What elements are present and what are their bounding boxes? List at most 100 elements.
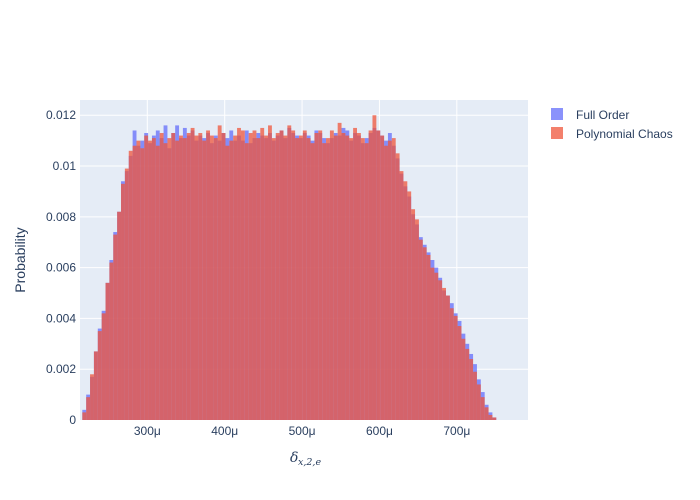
histogram-bar bbox=[159, 133, 164, 420]
legend-swatch-polynomial-chaos bbox=[551, 127, 563, 139]
histogram-bar bbox=[190, 127, 195, 420]
histogram-bar bbox=[175, 140, 180, 420]
histogram-bar bbox=[132, 145, 137, 420]
histogram-bar bbox=[198, 133, 203, 420]
histogram-bar bbox=[86, 397, 91, 420]
legend-label-full-order: Full Order bbox=[576, 108, 629, 122]
histogram-bar bbox=[136, 140, 141, 420]
histogram-bar bbox=[461, 338, 466, 420]
histogram-bar bbox=[457, 326, 462, 420]
histogram-bar bbox=[469, 359, 474, 420]
histogram-bar bbox=[233, 135, 238, 421]
histogram-bar bbox=[140, 148, 145, 420]
histogram-bar bbox=[473, 371, 477, 420]
histogram-bar bbox=[353, 127, 358, 420]
series-polynomial-chaos bbox=[82, 115, 497, 421]
histogram-bars bbox=[82, 115, 497, 421]
histogram-bar bbox=[144, 135, 149, 421]
y-tick-label: 0.01 bbox=[53, 159, 77, 173]
y-tick-label: 0.004 bbox=[46, 311, 76, 325]
y-tick-label: 0 bbox=[69, 413, 76, 427]
histogram-bar bbox=[101, 313, 106, 420]
histogram-bar bbox=[480, 397, 485, 420]
x-tick-label: 400μ bbox=[211, 424, 238, 438]
histogram-bar bbox=[291, 130, 296, 420]
histogram-bar bbox=[403, 181, 408, 420]
histogram-bar bbox=[442, 287, 446, 420]
histogram-bar bbox=[186, 133, 191, 420]
histogram-bar bbox=[488, 414, 493, 420]
histogram-bar bbox=[376, 130, 381, 420]
histogram-bar bbox=[128, 150, 133, 421]
y-tick-label: 0.002 bbox=[46, 362, 76, 376]
histogram-bar bbox=[213, 138, 218, 420]
y-axis-title: Probability bbox=[12, 227, 28, 292]
y-tick-label: 0.006 bbox=[46, 261, 76, 275]
histogram-bar bbox=[268, 125, 272, 421]
histogram-bar bbox=[121, 183, 125, 420]
histogram-bar bbox=[438, 280, 443, 420]
legend-label-polynomial-chaos: Polynomial Chaos bbox=[576, 127, 673, 141]
histogram-bar bbox=[422, 247, 427, 420]
histogram-bar bbox=[310, 143, 315, 420]
x-tick-label: 700μ bbox=[443, 424, 470, 438]
histogram-bar bbox=[484, 407, 489, 420]
histogram-bar bbox=[252, 130, 257, 420]
histogram-bar bbox=[329, 130, 334, 420]
histogram-bar bbox=[298, 135, 303, 421]
histogram-bar bbox=[163, 143, 168, 420]
histogram-bar bbox=[322, 143, 327, 420]
x-axis-ticks: 300μ 400μ 500μ 600μ 700μ bbox=[134, 424, 471, 438]
histogram-bar bbox=[287, 125, 292, 421]
histogram-bar bbox=[237, 127, 241, 420]
legend-item-full-order[interactable]: Full Order bbox=[551, 108, 629, 122]
legend-item-polynomial-chaos[interactable]: Polynomial Chaos bbox=[551, 127, 673, 141]
histogram-bar bbox=[387, 140, 392, 420]
histogram-bar bbox=[179, 135, 183, 421]
x-axis-title: δ x,2,e bbox=[290, 450, 321, 468]
histogram-bar bbox=[492, 417, 497, 420]
histogram-bar bbox=[221, 133, 226, 420]
histogram-bar bbox=[229, 140, 234, 420]
histogram-bar bbox=[380, 135, 385, 421]
histogram-bar bbox=[271, 138, 276, 420]
histogram-bar bbox=[209, 135, 214, 421]
histogram-bar bbox=[283, 135, 288, 421]
histogram-bar bbox=[453, 315, 458, 420]
svg-text:x,2,e: x,2,e bbox=[298, 457, 321, 468]
histogram-bar bbox=[415, 219, 419, 420]
histogram-bar bbox=[124, 168, 129, 420]
histogram-bar bbox=[411, 209, 416, 420]
histogram-bar bbox=[314, 133, 319, 420]
histogram-bar bbox=[97, 331, 102, 420]
histogram-bar bbox=[465, 348, 470, 420]
histogram-bar bbox=[326, 138, 330, 420]
histogram-bar bbox=[155, 145, 160, 420]
histogram-bar bbox=[445, 295, 450, 420]
histogram-bar bbox=[449, 308, 454, 420]
histogram-bar bbox=[82, 412, 87, 420]
histogram-bar bbox=[364, 143, 369, 420]
histogram-bar bbox=[476, 384, 481, 420]
histogram-bar bbox=[90, 374, 94, 420]
histogram-bar bbox=[182, 138, 187, 420]
legend[interactable]: Full Order Polynomial Chaos bbox=[551, 108, 673, 141]
histogram-bar bbox=[240, 130, 245, 420]
x-tick-label: 300μ bbox=[134, 424, 161, 438]
histogram-bar bbox=[341, 133, 346, 420]
legend-swatch-full-order bbox=[551, 108, 563, 120]
svg-text:δ: δ bbox=[290, 450, 298, 466]
histogram-bar bbox=[295, 138, 299, 420]
histogram-bar bbox=[430, 267, 435, 420]
y-tick-label: 0.008 bbox=[46, 210, 76, 224]
histogram-bar bbox=[418, 239, 423, 420]
histogram-bar bbox=[395, 153, 400, 421]
x-tick-label: 600μ bbox=[366, 424, 393, 438]
histogram-bar bbox=[256, 138, 261, 420]
histogram-bar bbox=[194, 135, 199, 421]
histogram-bar bbox=[225, 145, 230, 420]
histogram-bar bbox=[202, 140, 207, 420]
histogram-bar bbox=[206, 130, 210, 420]
histogram-bar bbox=[391, 138, 396, 420]
